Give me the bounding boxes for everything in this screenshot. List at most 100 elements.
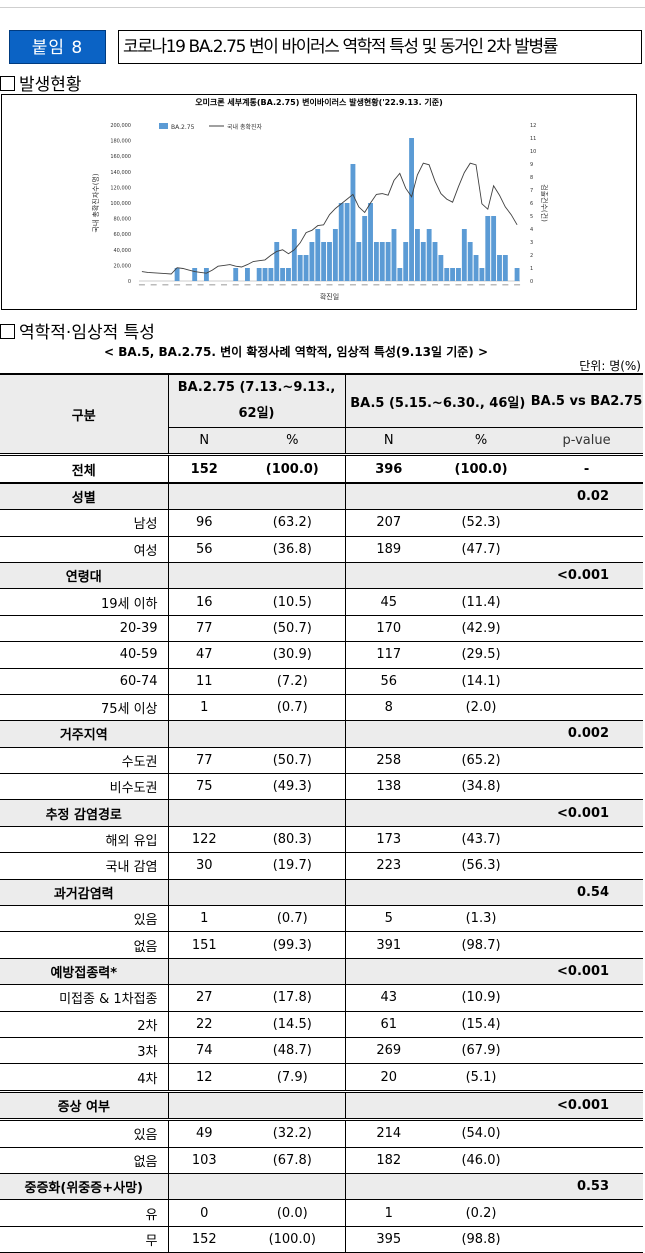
header-ba275: BA.2.75 (7.13.~9.13., 62일) — [168, 374, 346, 428]
bar — [385, 242, 391, 281]
x-tick-mark — [220, 284, 227, 286]
category-row: 증상 여부 <0.001 — [0, 1091, 644, 1120]
table-unit: 단위: 명(%) — [579, 359, 641, 373]
empty-cell — [530, 1147, 643, 1173]
ba5-n: 61 — [380, 1016, 398, 1032]
y-left-tick-label: 180,000 — [110, 139, 131, 145]
y-left-tick-label: 40,000 — [114, 248, 132, 254]
legend-line-label: 국내 총확진자 — [227, 123, 263, 131]
row-label: 국내 감염 — [0, 852, 169, 880]
bar — [286, 268, 291, 281]
total-p2: (100.0) — [454, 461, 508, 477]
header-category: 구분 — [0, 374, 169, 455]
y-right-tick-label: 3 — [530, 240, 533, 246]
ba275-pct: (32.2) — [240, 1119, 346, 1148]
table-row: 국내 감염 30 (19.7) 223 (56.3) — [0, 852, 644, 880]
ba275-n: 74 — [195, 1043, 213, 1059]
row-label: 20-39 — [0, 615, 169, 642]
ba275-n: 22 — [195, 1016, 213, 1032]
y-left-tick-label: 80,000 — [114, 217, 132, 223]
empty-cell — [530, 932, 643, 958]
empty-cell — [240, 958, 346, 985]
empty-cell — [432, 879, 530, 905]
ba5-pct: (54.0) — [461, 1126, 501, 1142]
ba275-pct: (63.2) — [240, 509, 346, 537]
ba5-n: 43 — [380, 990, 398, 1006]
ba5-n: 1 — [384, 1205, 393, 1221]
ba5-pct: (47.7) — [461, 541, 501, 557]
row-label: 60-74 — [0, 668, 169, 695]
y-right-axis-label: 검출건수(건) — [540, 184, 549, 222]
empty-cell — [530, 1120, 643, 1147]
table-row: 20-39 77 (50.7) 170 (42.9) — [0, 615, 644, 642]
empty-cell — [168, 879, 240, 905]
category-row: 예방접종력* <0.001 — [0, 958, 644, 985]
y-right-tick-label: 5 — [530, 214, 533, 220]
bar — [245, 268, 250, 281]
category-pvalue: 0.54 — [576, 884, 610, 900]
table-row: 없음 103 (67.8) 182 (46.0) — [0, 1147, 644, 1174]
ba5-pct: (43.7) — [461, 832, 501, 848]
x-tick-mark — [197, 284, 204, 286]
empty-cell — [240, 562, 346, 589]
y-right-tick-label: 11 — [530, 136, 536, 142]
x-tick-mark — [279, 284, 286, 286]
document-title: 코로나19 BA.2.75 변이 바이러스 역학적 특성 및 동거인 2차 발병… — [118, 30, 642, 64]
header-pct: % — [432, 427, 531, 455]
ba5-pct: (98.8) — [461, 1231, 501, 1247]
bar — [203, 268, 209, 281]
x-tick-mark — [162, 284, 169, 286]
bar — [485, 216, 491, 281]
ba275-n: 152 — [191, 1231, 217, 1247]
x-tick-mark — [185, 284, 192, 286]
x-tick-mark — [338, 284, 345, 286]
x-tick-mark — [396, 284, 403, 286]
x-tick-mark — [209, 284, 216, 286]
ba275-n: 16 — [195, 594, 213, 610]
ba275-pct: (0.7) — [240, 694, 346, 721]
table-row: 여성 56 (36.8) 189 (47.7) — [0, 536, 644, 563]
table-row: 없음 151 (99.3) 391 (98.7) — [0, 931, 644, 959]
section-occurrence: 발생현황 — [0, 70, 82, 95]
total-p1: (100.0) — [240, 454, 346, 483]
bar — [362, 216, 368, 281]
category-label: 추정 감염경로 — [0, 799, 169, 827]
category-label: 연령대 — [0, 562, 169, 589]
x-tick-mark — [502, 284, 509, 286]
empty-cell — [345, 800, 432, 826]
y-right-tick-label: 10 — [530, 149, 536, 155]
empty-cell — [345, 879, 432, 905]
category-pvalue: <0.001 — [557, 1097, 610, 1113]
bar — [350, 164, 356, 281]
bar — [262, 268, 268, 281]
category-label: 증상 여부 — [0, 1091, 169, 1120]
bar — [414, 229, 420, 281]
empty-cell — [240, 720, 346, 748]
x-tick-mark — [490, 284, 497, 286]
bar — [403, 242, 409, 281]
table-title: < BA.5, BA.2.75. 변이 확정사례 역학적, 임상적 특성(9.1… — [104, 345, 489, 359]
y-right-tick-label: 6 — [530, 201, 533, 207]
bar — [502, 255, 508, 281]
ba5-n: 8 — [384, 700, 393, 716]
bar — [344, 203, 350, 281]
bar — [391, 229, 397, 281]
bar — [497, 255, 502, 281]
x-tick-mark — [232, 284, 239, 286]
x-tick-mark — [291, 284, 298, 286]
category-pvalue: 0.002 — [567, 726, 610, 742]
empty-cell — [432, 721, 530, 747]
x-tick-mark — [267, 284, 274, 286]
ba275-n: 56 — [195, 541, 213, 557]
empty-cell — [168, 562, 240, 588]
header-n: N — [168, 427, 240, 455]
empty-cell — [530, 536, 643, 562]
total-label: 전체 — [0, 454, 169, 483]
total-pvalue: - — [583, 461, 590, 477]
empty-cell — [345, 1091, 432, 1119]
ba275-pct: (17.8) — [240, 984, 346, 1012]
bar — [432, 242, 438, 281]
ba5-n: 117 — [376, 647, 402, 663]
row-label: 2차 — [0, 1011, 169, 1038]
ba275-pct: (36.8) — [240, 536, 346, 563]
